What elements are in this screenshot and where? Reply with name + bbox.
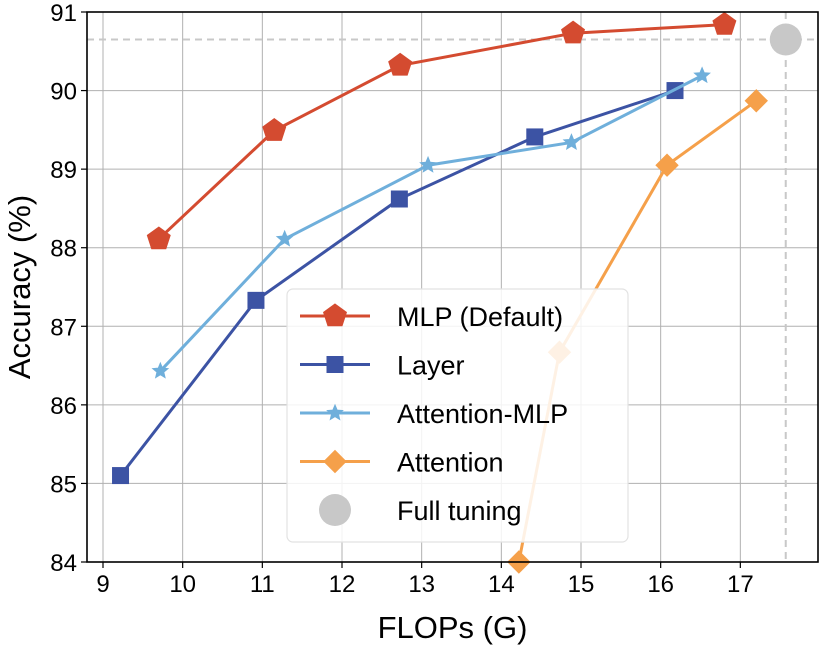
y-tick-label: 91 xyxy=(50,0,77,27)
series-mlp-default xyxy=(146,11,737,250)
data-point-layer xyxy=(390,190,408,208)
series-layer xyxy=(112,82,684,485)
data-point-mlp-default xyxy=(388,52,413,76)
y-tick-label: 85 xyxy=(50,471,77,498)
legend-box xyxy=(286,288,629,543)
data-point-mlp-default xyxy=(262,118,287,141)
legend-label-attention-mlp: Attention-MLP xyxy=(397,399,568,429)
y-tick-label: 86 xyxy=(50,393,77,420)
data-point-mlp-default xyxy=(146,226,171,250)
legend-label-layer: Layer xyxy=(397,351,465,381)
data-point-layer xyxy=(247,291,265,309)
x-axis-label: FLOPs (G) xyxy=(378,610,528,645)
legend-label-attention: Attention xyxy=(397,448,504,478)
x-tick-label: 17 xyxy=(727,571,754,598)
y-tick-label: 87 xyxy=(50,314,77,341)
data-point-attention-mlp xyxy=(562,133,581,150)
legend-label-full-tuning: Full tuning xyxy=(397,496,522,526)
y-tick-label: 84 xyxy=(50,550,77,577)
x-tick-label: 16 xyxy=(647,571,674,598)
legend-label-mlp-default: MLP (Default) xyxy=(397,302,563,332)
series-line-mlp-default xyxy=(157,23,725,241)
full-tuning-reference-lines xyxy=(87,12,818,562)
x-tick-label: 13 xyxy=(408,571,435,598)
plot-frame xyxy=(86,11,819,563)
tick-labels: 9 10 11 12 13 14 15 16 17 84 85 86 87 88 89 90 91 xyxy=(50,0,753,598)
x-tick-label: 9 xyxy=(96,571,109,598)
data-point-mlp-default xyxy=(712,11,737,35)
x-tick-label: 14 xyxy=(488,571,515,598)
data-point-attention xyxy=(655,153,679,177)
legend: MLP (Default) Layer Attention-MLP Attention… xyxy=(286,288,629,543)
series-attention-mlp xyxy=(151,66,711,379)
y-tick-label: 90 xyxy=(50,79,77,106)
data-point-attention-mlp xyxy=(693,66,711,84)
legend-marker-mlp-default xyxy=(323,303,347,327)
data-point-layer xyxy=(526,128,544,146)
x-tick-label: 15 xyxy=(568,571,595,598)
data-point-full-tuning xyxy=(769,23,802,56)
y-tick-label: 88 xyxy=(50,236,77,263)
data-point-layer xyxy=(112,467,130,485)
x-tick-label: 11 xyxy=(250,571,275,598)
y-tick-label: 89 xyxy=(50,157,77,184)
x-tick-label: 12 xyxy=(329,571,356,598)
data-point-attention-mlp xyxy=(151,361,170,379)
data-point-attention-mlp xyxy=(419,155,437,173)
legend-marker-attention-mlp xyxy=(326,403,344,421)
legend-marker-attention xyxy=(323,449,347,474)
data-point-attention xyxy=(744,89,768,113)
data-point-mlp-default xyxy=(561,20,586,44)
data-point-attention-mlp xyxy=(275,229,294,247)
legend-marker-layer xyxy=(326,356,344,373)
legend-marker-full-tuning xyxy=(319,494,351,526)
y-axis-label: Accuracy (%) xyxy=(2,195,37,379)
x-tick-label: 10 xyxy=(169,571,196,598)
